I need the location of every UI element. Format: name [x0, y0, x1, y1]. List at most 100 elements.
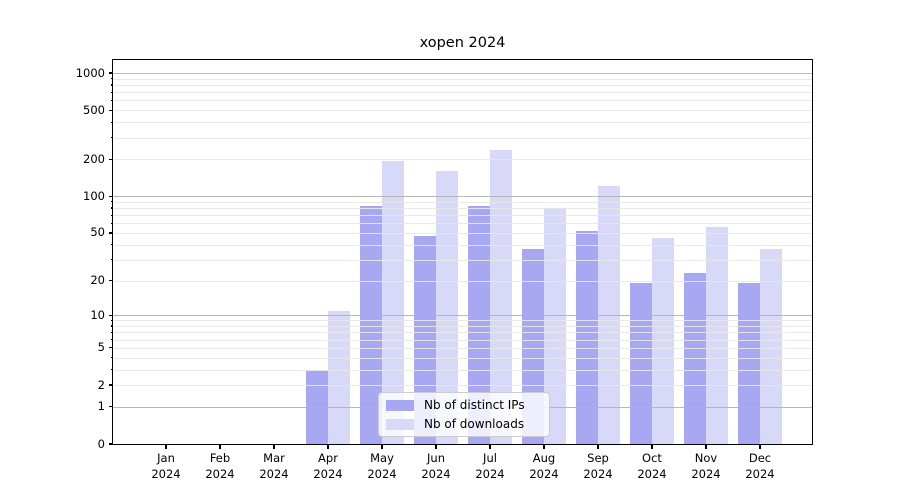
gridline-minor — [113, 100, 812, 102]
y-tick-mark — [108, 443, 113, 445]
x-tick-label: Aug 2024 — [529, 451, 559, 481]
y-minor-tick-mark — [110, 357, 113, 359]
y-tick-label: 5 — [97, 340, 105, 355]
bar-ips-jul — [468, 206, 490, 444]
gridline-minor — [113, 110, 812, 112]
bar-ips-oct — [630, 283, 652, 444]
x-tick-mark — [435, 444, 437, 449]
x-tick-label: Apr 2024 — [313, 451, 343, 481]
x-tick-mark — [759, 444, 761, 449]
x-tick-label: May 2024 — [367, 451, 397, 481]
y-tick-label: 200 — [83, 151, 105, 166]
gridline-minor — [113, 201, 812, 203]
y-minor-tick-mark — [110, 201, 113, 203]
y-minor-tick-mark — [110, 84, 113, 86]
legend-item-distinct-ips: Nb of distinct IPs — [386, 398, 542, 412]
gridline-minor — [113, 347, 812, 349]
y-tick-mark — [108, 158, 113, 160]
bar-downloads-apr — [328, 310, 350, 444]
gridline-minor — [113, 78, 812, 80]
y-tick-mark — [108, 314, 113, 316]
gridline-minor — [113, 85, 812, 86]
gridline-minor — [113, 332, 812, 334]
y-minor-tick-mark — [110, 331, 113, 333]
y-tick-label: 10 — [90, 307, 105, 322]
y-tick-mark — [108, 232, 113, 234]
x-tick-mark — [273, 444, 275, 449]
gridline-minor — [113, 92, 812, 94]
x-tick-label: Oct 2024 — [637, 451, 667, 481]
gridline-minor — [113, 244, 812, 246]
bar-downloads-oct — [652, 238, 674, 444]
x-tick-label: Jan 2024 — [151, 451, 181, 481]
gridline-minor — [113, 232, 812, 234]
y-tick-label: 1 — [97, 399, 105, 414]
bar-downloads-sep — [598, 185, 620, 444]
bar-ips-nov — [684, 273, 706, 444]
x-tick-mark — [597, 444, 599, 449]
y-minor-tick-mark — [110, 78, 113, 80]
gridline-minor — [113, 385, 812, 386]
x-tick-label: Jul 2024 — [475, 451, 505, 481]
gridline-minor — [113, 122, 812, 124]
gridline-minor — [113, 339, 812, 341]
gridline-minor — [113, 208, 812, 209]
legend-label-distinct-ips: Nb of distinct IPs — [424, 398, 525, 412]
chart-title: xopen 2024 — [419, 35, 506, 51]
x-tick-label: Jun 2024 — [421, 451, 451, 481]
x-tick-mark — [489, 444, 491, 449]
y-minor-tick-mark — [110, 91, 113, 93]
y-minor-tick-mark — [110, 369, 113, 371]
gridline-minor — [113, 137, 812, 139]
y-tick-label: 2 — [97, 377, 105, 392]
x-tick-mark — [165, 444, 167, 449]
y-tick-label: 1000 — [75, 65, 105, 80]
x-tick-label: Sep 2024 — [583, 451, 613, 481]
y-minor-tick-mark — [110, 338, 113, 341]
y-tick-label: 500 — [83, 102, 105, 117]
y-tick-label: 0 — [97, 436, 105, 451]
y-minor-tick-mark — [110, 207, 113, 209]
x-tick-mark — [543, 444, 545, 449]
bar-ips-sep — [576, 230, 598, 444]
legend-swatch-distinct-ips — [386, 399, 414, 411]
y-tick-mark — [108, 279, 113, 282]
y-minor-tick-mark — [110, 99, 113, 102]
gridline-minor — [113, 357, 812, 359]
gridline-minor — [113, 215, 812, 217]
y-tick-mark — [108, 384, 113, 386]
x-tick-mark — [327, 444, 329, 449]
y-minor-tick-mark — [110, 121, 113, 123]
y-tick-mark — [108, 109, 113, 111]
y-tick-label: 100 — [83, 188, 105, 203]
y-minor-tick-mark — [110, 244, 113, 246]
gridline-minor — [113, 326, 812, 327]
y-tick-mark — [108, 195, 113, 197]
gridline-minor — [113, 223, 812, 225]
y-minor-tick-mark — [110, 214, 113, 216]
bar-ips-may — [360, 206, 382, 444]
x-tick-mark — [219, 444, 221, 449]
x-tick-mark — [705, 444, 707, 449]
y-minor-tick-mark — [110, 222, 113, 224]
gridline-minor — [113, 369, 812, 371]
y-tick-mark — [108, 347, 113, 349]
bar-ips-dec — [738, 283, 760, 444]
legend-label-downloads: Nb of downloads — [424, 417, 525, 431]
gridline-minor — [113, 159, 812, 161]
gridline-major — [113, 315, 812, 317]
bar-downloads-may — [382, 160, 404, 444]
gridline-minor — [113, 280, 812, 282]
gridline-minor — [113, 259, 812, 261]
y-tick-mark — [108, 406, 113, 408]
y-minor-tick-mark — [110, 319, 113, 322]
x-tick-label: Nov 2024 — [691, 451, 721, 481]
bar-downloads-jun — [436, 171, 458, 444]
x-tick-label: Dec 2024 — [745, 451, 775, 481]
plot-area — [112, 59, 813, 445]
x-tick-label: Mar 2024 — [259, 451, 289, 481]
y-minor-tick-mark — [110, 259, 113, 261]
y-minor-tick-mark — [110, 136, 113, 139]
x-tick-mark — [651, 444, 653, 449]
